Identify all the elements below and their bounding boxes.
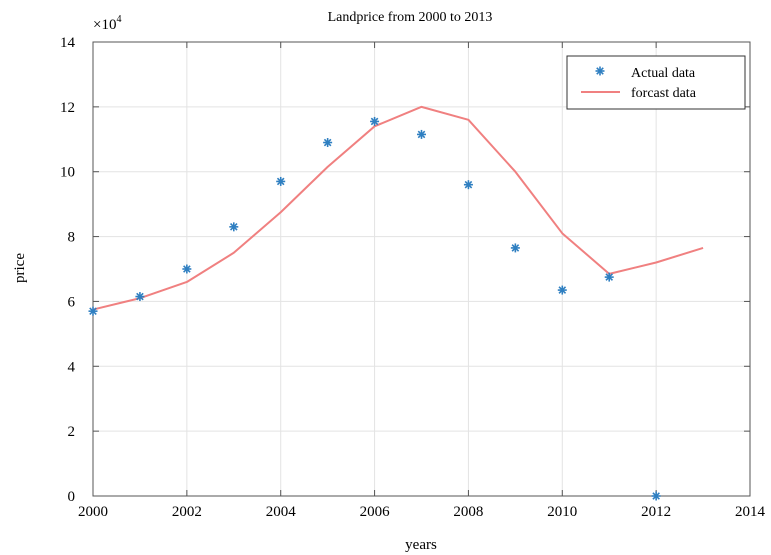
legend-label-actual: Actual data [631, 66, 696, 81]
y-tick-label: 8 [68, 230, 76, 246]
data-point-actual [323, 138, 333, 148]
data-point-actual [463, 180, 473, 190]
y-tick-label: 4 [68, 359, 76, 375]
chart-title: Landprice from 2000 to 2013 [328, 10, 493, 25]
data-point-actual [510, 243, 520, 253]
data-point-actual [604, 272, 614, 282]
ticks: 2000 2002 2004 2006 2008 2010 2012 2014 0 2 4 6 8 10 1… [60, 35, 766, 520]
data-point-actual [182, 264, 192, 274]
legend-box [566, 55, 746, 110]
data-point-actual [276, 176, 286, 186]
data-point-actual [88, 306, 98, 316]
exponent-label: ×104 [93, 14, 121, 33]
data-point-actual [229, 222, 239, 232]
legend-star [595, 66, 605, 76]
exponent-power: 4 [116, 14, 121, 25]
y-tick-label: 10 [60, 165, 75, 181]
data-point-actual [135, 292, 145, 302]
x-tick-label: 2008 [453, 504, 483, 520]
y-tick-label: 0 [68, 489, 76, 505]
legend: Actual data forcast data [566, 55, 746, 110]
x-tick-label: 2014 [735, 504, 766, 520]
data-point-actual [651, 491, 661, 501]
y-tick-label: 14 [60, 35, 76, 51]
legend-label-forcast: forcast data [631, 86, 697, 101]
y-tick-label: 2 [68, 424, 76, 440]
data-point-actual [370, 116, 380, 126]
x-tick-label: 2000 [78, 504, 108, 520]
series-layer [88, 105, 704, 501]
y-tick-label: 6 [68, 294, 76, 310]
x-tick-label: 2010 [547, 504, 577, 520]
legend-marker-actual [595, 66, 605, 76]
y-tick-label: 12 [60, 100, 75, 116]
exponent-base: ×10 [93, 17, 116, 33]
plot-frame [92, 41, 751, 497]
x-tick-label: 2004 [266, 504, 297, 520]
x-tick-label: 2006 [360, 504, 391, 520]
x-tick-label: 2012 [641, 504, 671, 520]
y-axis-label: price [12, 253, 28, 283]
x-tick-label: 2002 [172, 504, 202, 520]
series-line-forcast [92, 105, 704, 311]
x-axis-label: years [405, 537, 437, 553]
data-point-actual [557, 285, 567, 295]
data-point-actual [417, 129, 426, 139]
